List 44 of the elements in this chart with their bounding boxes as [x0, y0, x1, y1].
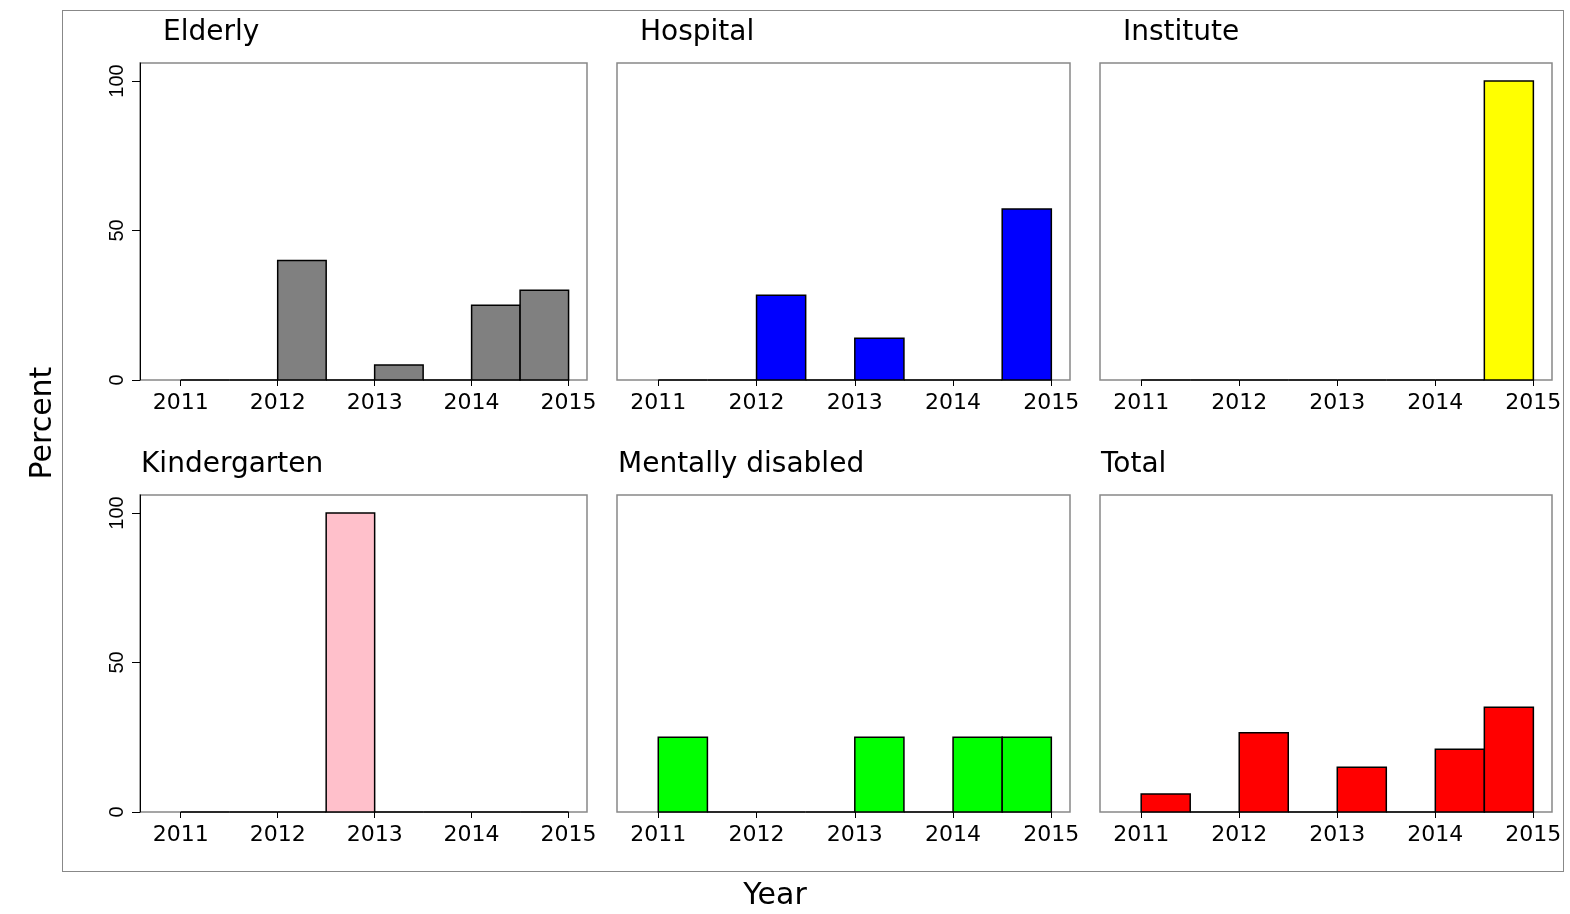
y-axis-title: Percent — [22, 366, 58, 480]
y-tick-label: 50 — [105, 651, 127, 674]
x-tick-label: 2013 — [346, 388, 403, 414]
x-tick-label: 2012 — [728, 820, 785, 846]
x-tick-label: 2013 — [1309, 388, 1366, 414]
x-tick-label: 2011 — [1113, 388, 1170, 414]
x-tick-label: 2011 — [630, 820, 687, 846]
chart-title: Institute — [1123, 13, 1240, 47]
y-tick-label: 100 — [105, 496, 127, 530]
y-tick-label: 0 — [105, 374, 127, 386]
x-tick-label: 2014 — [443, 388, 500, 414]
x-tick-label: 2015 — [540, 820, 597, 846]
chart-title: Total — [1100, 445, 1167, 479]
x-tick-label: 2015 — [1023, 388, 1080, 414]
x-tick-label: 2014 — [925, 388, 982, 414]
x-tick-label: 2015 — [1505, 388, 1562, 414]
x-tick-label: 2011 — [152, 820, 209, 846]
chart-title: Hospital — [640, 13, 755, 47]
chart-title: Elderly — [163, 13, 260, 47]
y-tick-label: 100 — [105, 64, 127, 98]
x-tick-label: 2012 — [728, 388, 785, 414]
x-tick-label: 2014 — [925, 820, 982, 846]
x-tick-label: 2015 — [1505, 820, 1562, 846]
x-tick-label: 2013 — [826, 820, 883, 846]
x-tick-label: 2012 — [249, 388, 306, 414]
y-tick-label: 0 — [105, 806, 127, 818]
x-tick-label: 2012 — [249, 820, 306, 846]
x-tick-label: 2011 — [1113, 820, 1170, 846]
x-axis-title: Year — [742, 876, 808, 911]
x-tick-label: 2014 — [1407, 388, 1464, 414]
x-tick-label: 2013 — [826, 388, 883, 414]
x-tick-label: 2011 — [152, 388, 209, 414]
x-tick-label: 2012 — [1211, 820, 1268, 846]
chart-title: Mentally disabled — [618, 445, 865, 479]
x-tick-label: 2011 — [630, 388, 687, 414]
x-tick-label: 2015 — [540, 388, 597, 414]
x-tick-label: 2014 — [443, 820, 500, 846]
chart-title: Kindergarten — [141, 445, 324, 479]
x-tick-label: 2013 — [1309, 820, 1366, 846]
y-tick-label: 50 — [105, 219, 127, 242]
x-tick-label: 2013 — [346, 820, 403, 846]
x-tick-label: 2014 — [1407, 820, 1464, 846]
x-tick-label: 2012 — [1211, 388, 1268, 414]
x-tick-label: 2015 — [1023, 820, 1080, 846]
